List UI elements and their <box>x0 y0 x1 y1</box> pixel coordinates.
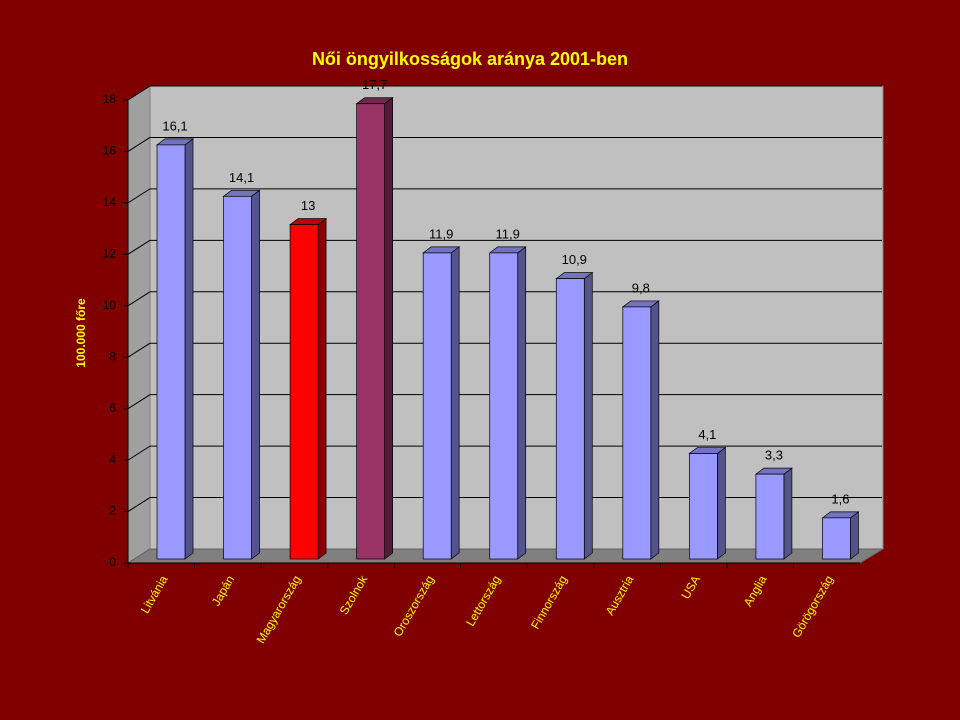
grid-line-side <box>127 394 151 410</box>
bar-side <box>583 271 593 560</box>
bar-front <box>422 252 452 560</box>
value-label: 1,6 <box>831 491 849 506</box>
value-label: 11,9 <box>496 226 520 241</box>
bar-front <box>822 517 851 560</box>
bar <box>621 300 660 560</box>
bar-side <box>650 300 660 560</box>
bar-front <box>223 195 252 560</box>
bar-front <box>356 103 385 560</box>
bar <box>422 246 461 560</box>
grid-line-side <box>127 85 151 101</box>
y-tick-label: 0 <box>109 555 116 569</box>
value-label: 13 <box>301 198 315 213</box>
bar <box>488 246 527 560</box>
bar-front <box>156 144 186 560</box>
bar-front <box>689 453 718 560</box>
bar-front <box>489 252 519 560</box>
bar-side <box>783 467 793 560</box>
y-tick-label: 14 <box>103 195 117 209</box>
grid-line-side <box>127 497 151 512</box>
grid-line-side <box>127 188 151 204</box>
bar-front <box>622 306 652 560</box>
y-tick-label: 6 <box>109 401 116 415</box>
bar <box>555 271 594 560</box>
bar <box>688 446 727 560</box>
y-tick-label: 2 <box>109 504 116 518</box>
value-label: 10,9 <box>562 252 587 267</box>
value-label: 9,8 <box>632 280 650 295</box>
value-label: 3,3 <box>765 448 783 463</box>
value-label: 4,1 <box>698 427 716 442</box>
grid-line-side <box>127 137 151 152</box>
bar-side <box>317 217 327 560</box>
y-tick-label: 10 <box>103 298 117 312</box>
value-label: 14,1 <box>229 170 254 185</box>
y-tick-label: 12 <box>103 247 117 261</box>
bar-side <box>384 97 393 560</box>
bar-front <box>555 278 585 560</box>
y-tick-label: 4 <box>109 452 116 466</box>
bar-side <box>850 511 859 560</box>
bar-side <box>184 138 194 560</box>
bar <box>355 97 394 560</box>
bar <box>155 138 195 560</box>
chart-title: Női öngyilkosságok aránya 2001-ben <box>312 49 628 69</box>
grid-line-side <box>127 445 151 461</box>
grid-line-side <box>127 239 151 255</box>
bar-side <box>251 189 260 560</box>
y-axis-label: 100.000 főre <box>74 298 88 368</box>
bar-side <box>517 246 527 560</box>
grid-line-side <box>127 342 151 358</box>
bar-side <box>450 246 460 560</box>
y-tick-label: 8 <box>109 349 116 363</box>
y-tick-label: 16 <box>103 144 117 158</box>
y-tick-label: 18 <box>103 92 117 106</box>
bar-front <box>755 473 785 560</box>
bar <box>754 467 793 560</box>
value-label: 17,7 <box>362 77 387 92</box>
value-label: 11,9 <box>429 226 453 241</box>
bar <box>222 189 261 560</box>
bar <box>289 217 328 560</box>
bar-front <box>289 224 319 560</box>
grid-line-side <box>127 291 151 307</box>
bar <box>821 511 860 560</box>
bar-side <box>717 446 726 560</box>
value-label: 16,1 <box>162 118 187 133</box>
side-wall <box>127 85 151 564</box>
